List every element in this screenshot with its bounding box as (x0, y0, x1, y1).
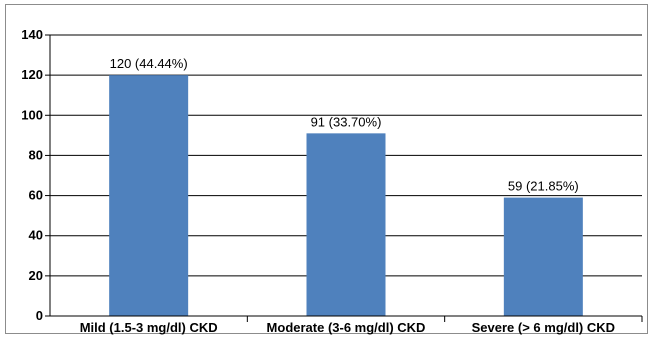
x-tick-label: Moderate (3-6 mg/dl) CKD (267, 320, 426, 335)
y-tick-label: 100 (21, 107, 43, 122)
y-tick-label: 0 (36, 308, 43, 323)
x-tick-label: Severe (> 6 mg/dl) CKD (472, 320, 615, 335)
y-tick-label: 40 (29, 228, 43, 243)
bar (306, 133, 386, 316)
x-tick-labels: Mild (1.5-3 mg/dl) CKD Moderate (3-6 mg/d… (80, 320, 615, 335)
y-tick-label: 140 (21, 27, 43, 42)
data-label: 91 (33.70%) (311, 114, 382, 129)
y-tick-labels: 0 20 40 60 80 100 120 140 (21, 27, 43, 323)
bar (503, 197, 583, 316)
axes (45, 34, 643, 322)
data-label: 59 (21.85%) (508, 179, 579, 194)
bar (109, 75, 189, 317)
bars (109, 75, 583, 317)
data-label: 120 (44.44%) (110, 56, 188, 71)
y-tick-label: 60 (29, 188, 43, 203)
x-tick-label: Mild (1.5-3 mg/dl) CKD (80, 320, 218, 335)
y-tick-label: 80 (29, 147, 43, 162)
y-tick-label: 120 (21, 67, 43, 82)
y-tick-label: 20 (29, 268, 43, 283)
data-labels: 120 (44.44%) 91 (33.70%) 59 (21.85%) (110, 56, 579, 193)
